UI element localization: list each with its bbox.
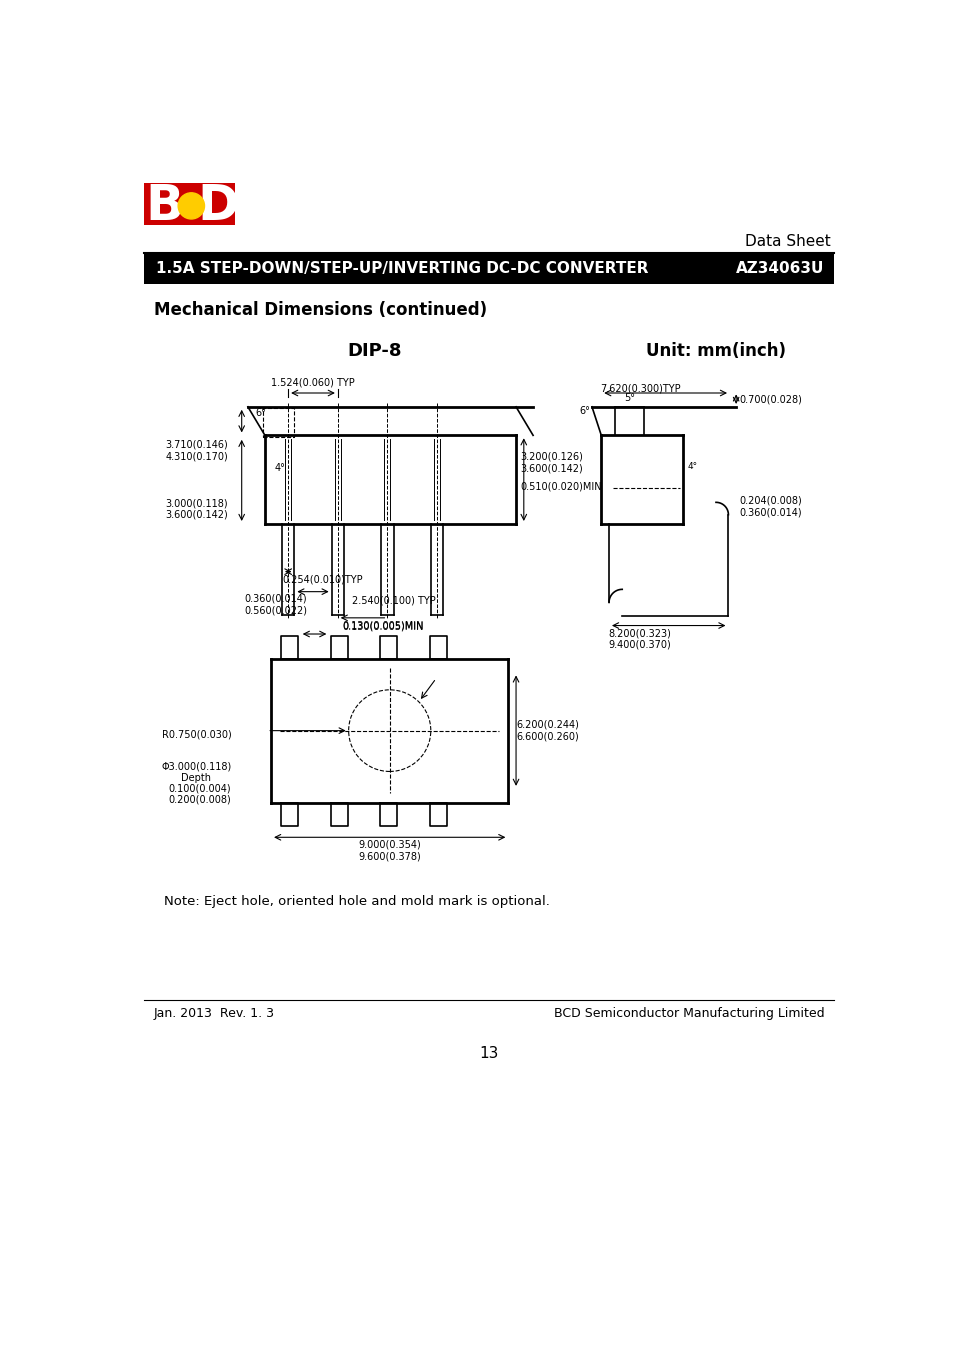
- Text: 4°: 4°: [686, 462, 697, 471]
- Text: 4°: 4°: [274, 463, 286, 472]
- Text: 0.200(0.008): 0.200(0.008): [168, 794, 231, 805]
- Text: Depth: Depth: [181, 774, 211, 783]
- Text: 6°: 6°: [579, 406, 590, 416]
- Text: D: D: [197, 182, 239, 230]
- Text: 6.600(0.260): 6.600(0.260): [516, 732, 578, 741]
- Text: 0.130(0.005)MIN: 0.130(0.005)MIN: [341, 621, 423, 630]
- Text: 3.000(0.118): 3.000(0.118): [166, 498, 228, 508]
- Text: 4.310(0.170): 4.310(0.170): [166, 451, 229, 462]
- Text: Unit: mm(inch): Unit: mm(inch): [645, 342, 785, 359]
- Text: 0.360(0.014): 0.360(0.014): [245, 594, 307, 603]
- Text: R0.750(0.030): R0.750(0.030): [162, 729, 232, 740]
- Text: Φ3.000(0.118): Φ3.000(0.118): [162, 761, 232, 772]
- Text: B: B: [145, 182, 183, 230]
- Text: 2.540(0.100) TYP: 2.540(0.100) TYP: [352, 595, 436, 606]
- Text: 0.700(0.028): 0.700(0.028): [739, 394, 801, 404]
- Text: 8.200(0.323): 8.200(0.323): [608, 628, 671, 639]
- Text: 0.254(0.010)TYP: 0.254(0.010)TYP: [282, 574, 362, 585]
- Text: 13: 13: [478, 1046, 498, 1061]
- Text: 3.600(0.142): 3.600(0.142): [520, 463, 583, 474]
- Text: 0.510(0.020)MIN: 0.510(0.020)MIN: [520, 482, 601, 491]
- Text: 3.600(0.142): 3.600(0.142): [166, 510, 229, 520]
- Text: Data Sheet: Data Sheet: [744, 234, 830, 248]
- Text: 9.400(0.370): 9.400(0.370): [608, 640, 671, 649]
- Text: 3.200(0.126): 3.200(0.126): [520, 452, 583, 462]
- Text: 0.130(0.005)MIN: 0.130(0.005)MIN: [341, 621, 423, 632]
- Text: 0.360(0.014): 0.360(0.014): [739, 508, 801, 517]
- Circle shape: [178, 193, 204, 219]
- Text: 7.620(0.300)TYP: 7.620(0.300)TYP: [599, 383, 679, 393]
- Text: 3.710(0.146): 3.710(0.146): [166, 440, 229, 450]
- Bar: [144, 252, 833, 284]
- Text: 1.524(0.060) TYP: 1.524(0.060) TYP: [271, 377, 355, 387]
- Text: BCD Semiconductor Manufacturing Limited: BCD Semiconductor Manufacturing Limited: [554, 1007, 823, 1021]
- Text: Jan. 2013  Rev. 1. 3: Jan. 2013 Rev. 1. 3: [154, 1007, 274, 1021]
- Text: 0.204(0.008): 0.204(0.008): [739, 495, 801, 506]
- Text: 6.200(0.244): 6.200(0.244): [516, 720, 578, 729]
- Text: 9.600(0.378): 9.600(0.378): [358, 852, 420, 861]
- Text: 0.560(0.022): 0.560(0.022): [245, 605, 308, 616]
- Bar: [144, 182, 235, 225]
- Text: AZ34063U: AZ34063U: [736, 261, 823, 275]
- Text: Note: Eject hole, oriented hole and mold mark is optional.: Note: Eject hole, oriented hole and mold…: [164, 895, 550, 907]
- Text: 6°: 6°: [255, 408, 266, 418]
- Text: 0.100(0.004): 0.100(0.004): [168, 783, 231, 794]
- Text: Mechanical Dimensions (continued): Mechanical Dimensions (continued): [154, 301, 487, 319]
- Text: 1.5A STEP-DOWN/STEP-UP/INVERTING DC-DC CONVERTER: 1.5A STEP-DOWN/STEP-UP/INVERTING DC-DC C…: [156, 261, 648, 275]
- Text: 5°: 5°: [623, 393, 634, 402]
- Text: 9.000(0.354): 9.000(0.354): [358, 840, 420, 850]
- Text: DIP-8: DIP-8: [348, 342, 402, 359]
